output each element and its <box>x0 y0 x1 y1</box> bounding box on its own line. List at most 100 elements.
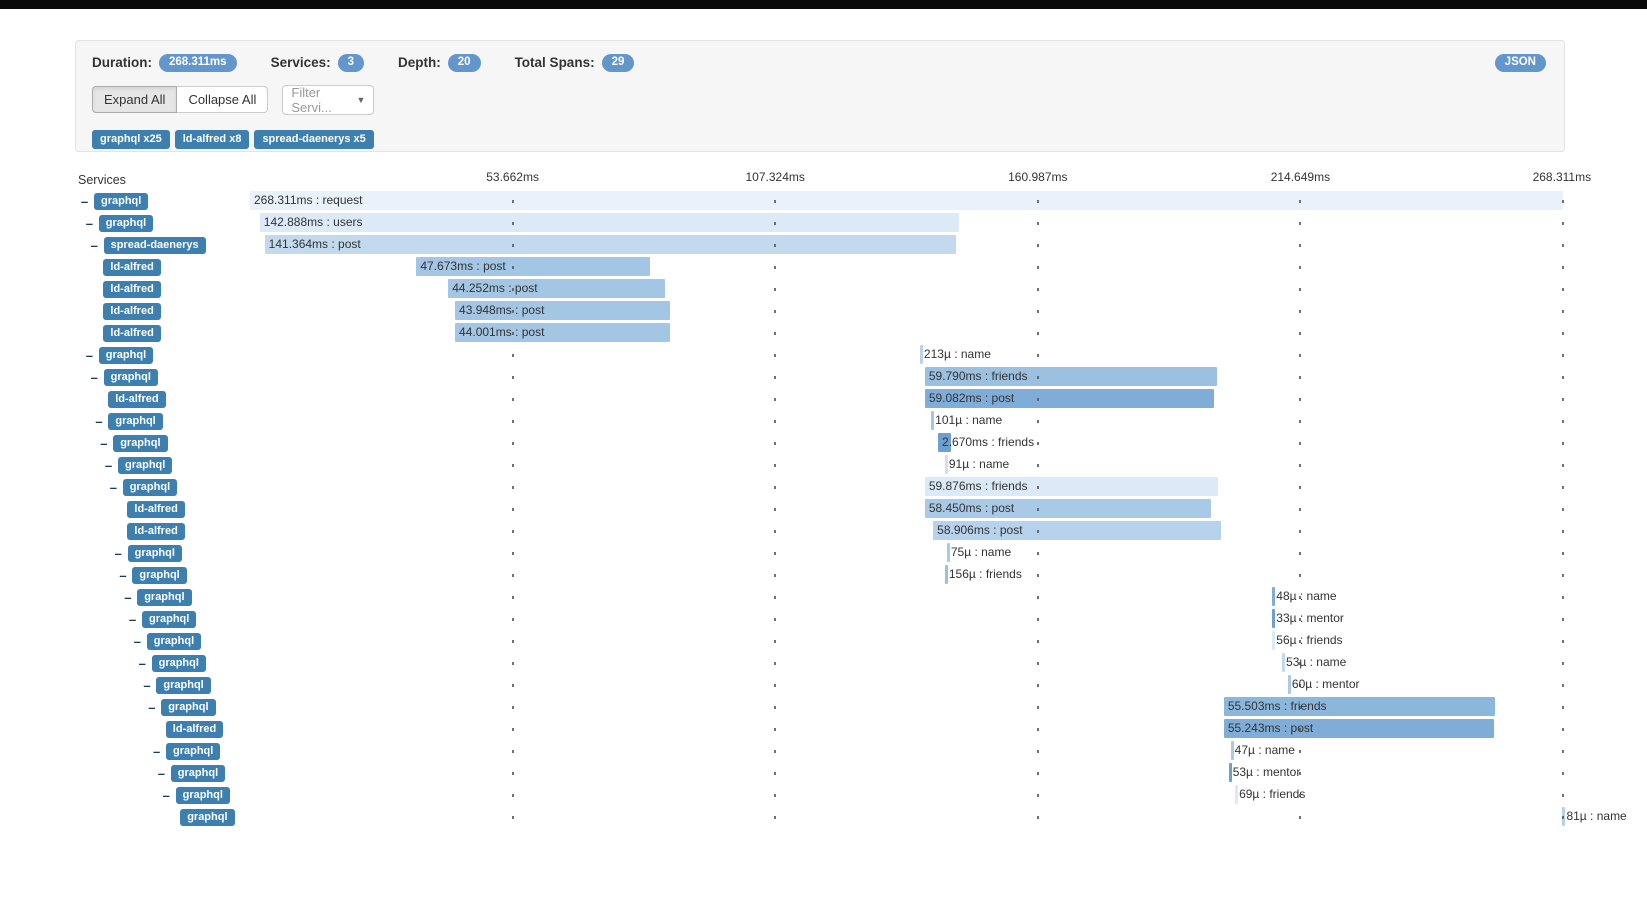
span-bar[interactable] <box>1223 719 1495 738</box>
service-tag[interactable]: spread-daenerys x5 <box>254 129 374 149</box>
trace-row[interactable]: – graphql 53µ : mentor <box>75 762 1564 784</box>
service-badge[interactable]: graphql <box>118 456 173 474</box>
service-badge[interactable]: graphql <box>151 654 206 672</box>
span-bar[interactable] <box>1228 763 1232 782</box>
service-badge[interactable]: graphql <box>142 610 197 628</box>
span-bar[interactable] <box>933 521 1222 540</box>
service-badge[interactable]: ld-alfred <box>103 280 161 298</box>
service-badge[interactable]: spread-daenerys <box>103 236 206 254</box>
service-tag[interactable]: ld-alfred x8 <box>174 129 250 149</box>
collapse-toggle-icon[interactable]: – <box>95 413 103 429</box>
trace-row[interactable]: – graphql 91µ : name <box>75 454 1564 476</box>
span-bar[interactable] <box>1272 631 1276 650</box>
span-bar[interactable] <box>1230 741 1234 760</box>
collapse-toggle-icon[interactable]: – <box>157 765 166 781</box>
collapse-toggle-icon[interactable]: – <box>124 589 132 605</box>
span-bar[interactable] <box>1272 609 1276 628</box>
trace-row[interactable]: – graphql 59.790ms : friends <box>75 366 1564 388</box>
service-badge[interactable]: graphql <box>156 676 211 694</box>
service-badge[interactable]: graphql <box>98 214 154 232</box>
service-badge[interactable]: ld-alfred <box>103 302 161 320</box>
span-bar[interactable] <box>924 477 1218 496</box>
service-badge[interactable]: graphql <box>180 808 235 826</box>
span-bar[interactable] <box>1223 697 1496 716</box>
trace-row[interactable]: ld-alfred 44.252ms : post <box>75 278 1564 300</box>
span-bar[interactable] <box>944 455 948 474</box>
collapse-toggle-icon[interactable]: – <box>90 369 98 385</box>
service-badge[interactable]: graphql <box>166 742 221 760</box>
trace-row[interactable]: – graphql 55.503ms : friends <box>75 696 1564 718</box>
trace-row[interactable]: ld-alfred 44.001ms : post <box>75 322 1564 344</box>
span-bar[interactable] <box>924 389 1214 408</box>
expand-all-button[interactable]: Expand All <box>92 86 178 113</box>
span-bar[interactable] <box>455 301 671 320</box>
service-badge[interactable]: graphql <box>98 346 154 364</box>
trace-row[interactable]: ld-alfred 55.243ms : post <box>75 718 1564 740</box>
service-badge[interactable]: graphql <box>161 698 216 716</box>
service-badge[interactable]: ld-alfred <box>165 720 224 738</box>
collapse-toggle-icon[interactable]: – <box>85 347 94 363</box>
trace-row[interactable]: ld-alfred 43.948ms : post <box>75 300 1564 322</box>
collapse-toggle-icon[interactable]: – <box>153 743 161 759</box>
service-badge[interactable]: graphql <box>94 192 149 210</box>
service-badge[interactable]: graphql <box>146 632 202 650</box>
collapse-toggle-icon[interactable]: – <box>148 699 156 715</box>
span-bar[interactable] <box>946 543 950 562</box>
span-bar[interactable] <box>924 499 1211 518</box>
span-bar[interactable] <box>264 235 957 254</box>
trace-row[interactable]: ld-alfred 58.450ms : post <box>75 498 1564 520</box>
trace-row[interactable]: – graphql 59.876ms : friends <box>75 476 1564 498</box>
span-bar[interactable] <box>1287 675 1291 694</box>
span-bar[interactable] <box>1272 587 1276 606</box>
collapse-toggle-icon[interactable]: – <box>119 567 127 583</box>
collapse-toggle-icon[interactable]: – <box>109 479 118 495</box>
collapse-toggle-icon[interactable]: – <box>90 237 98 253</box>
service-badge[interactable]: graphql <box>175 786 230 804</box>
trace-row[interactable]: – graphql 101µ : name <box>75 410 1564 432</box>
trace-row[interactable]: – graphql 56µ : friends <box>75 630 1564 652</box>
service-badge[interactable]: graphql <box>137 588 192 606</box>
span-bar[interactable] <box>416 257 650 276</box>
json-button[interactable]: JSON <box>1494 54 1546 72</box>
trace-row[interactable]: ld-alfred 58.906ms : post <box>75 520 1564 542</box>
span-bar[interactable] <box>1235 785 1239 804</box>
service-tag[interactable]: graphql x25 <box>92 129 170 149</box>
service-badge[interactable]: ld-alfred <box>127 500 185 518</box>
collapse-toggle-icon[interactable]: – <box>114 545 122 561</box>
span-bar[interactable] <box>924 367 1218 386</box>
trace-row[interactable]: – graphql 53µ : name <box>75 652 1564 674</box>
trace-row[interactable]: – graphql 48µ : name <box>75 586 1564 608</box>
collapse-toggle-icon[interactable]: – <box>162 787 170 803</box>
service-badge[interactable]: graphql <box>170 764 226 782</box>
collapse-toggle-icon[interactable]: – <box>105 457 113 473</box>
trace-row[interactable]: graphql 81µ : name <box>75 806 1627 828</box>
span-bar[interactable] <box>455 323 671 342</box>
service-badge[interactable]: ld-alfred <box>108 390 166 408</box>
collapse-toggle-icon[interactable]: – <box>85 215 94 231</box>
span-bar[interactable] <box>931 411 935 430</box>
service-badge[interactable]: graphql <box>122 478 178 496</box>
service-badge[interactable]: ld-alfred <box>127 522 185 540</box>
span-bar[interactable] <box>919 345 923 364</box>
filter-service-select[interactable]: Filter Servi... ▼ <box>282 84 375 115</box>
trace-row[interactable]: ld-alfred 59.082ms : post <box>75 388 1564 410</box>
collapse-toggle-icon[interactable]: – <box>129 611 137 627</box>
trace-row[interactable]: – graphql 156µ : friends <box>75 564 1564 586</box>
service-badge[interactable]: ld-alfred <box>103 324 161 342</box>
trace-row[interactable]: – graphql 75µ : name <box>75 542 1564 564</box>
service-badge[interactable]: graphql <box>127 544 182 562</box>
collapse-toggle-icon[interactable]: – <box>143 677 151 693</box>
trace-row[interactable]: – graphql 213µ : name <box>75 344 1564 366</box>
collapse-toggle-icon[interactable]: – <box>133 633 142 649</box>
span-bar[interactable] <box>1282 653 1286 672</box>
span-bar[interactable] <box>259 213 959 232</box>
service-badge[interactable]: graphql <box>108 412 163 430</box>
collapse-toggle-icon[interactable]: – <box>81 193 89 209</box>
service-badge[interactable]: graphql <box>132 566 187 584</box>
trace-row[interactable]: – graphql 33µ : mentor <box>75 608 1564 630</box>
span-bar[interactable] <box>944 565 948 584</box>
trace-row[interactable]: – graphql 60µ : mentor <box>75 674 1564 696</box>
trace-row[interactable]: – graphql 2.670ms : friends <box>75 432 1564 454</box>
trace-row[interactable]: – graphql 142.888ms : users <box>75 212 1564 234</box>
trace-row[interactable]: ld-alfred 47.673ms : post <box>75 256 1564 278</box>
